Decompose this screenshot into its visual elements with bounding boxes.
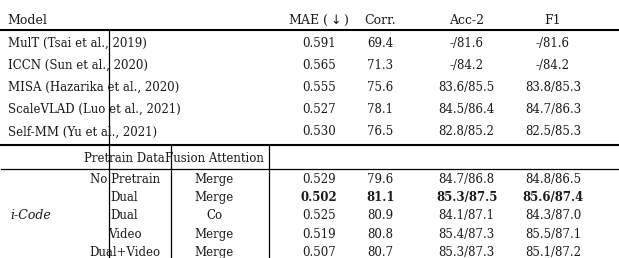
Text: 0.527: 0.527 [302, 103, 335, 116]
Text: 0.530: 0.530 [302, 125, 335, 138]
Text: 78.1: 78.1 [367, 103, 393, 116]
Text: Merge: Merge [194, 173, 233, 186]
Text: 85.3/87.5: 85.3/87.5 [436, 191, 497, 204]
Text: i-Code: i-Code [11, 209, 51, 222]
Text: 85.5/87.1: 85.5/87.1 [525, 228, 581, 240]
Text: -/84.2: -/84.2 [449, 59, 483, 72]
Text: Fusion Attention: Fusion Attention [165, 152, 264, 165]
Text: No Pretrain: No Pretrain [90, 173, 160, 186]
Text: 0.507: 0.507 [302, 246, 335, 258]
Text: ScaleVLAD (Luo et al., 2021): ScaleVLAD (Luo et al., 2021) [7, 103, 180, 116]
Text: 75.6: 75.6 [367, 81, 394, 94]
Text: 80.7: 80.7 [367, 246, 394, 258]
Text: 0.555: 0.555 [302, 81, 335, 94]
Text: Co: Co [206, 209, 222, 222]
Text: 83.6/85.5: 83.6/85.5 [438, 81, 495, 94]
Text: 0.519: 0.519 [302, 228, 335, 240]
Text: 84.1/87.1: 84.1/87.1 [439, 209, 495, 222]
Text: 84.7/86.3: 84.7/86.3 [525, 103, 581, 116]
Text: -/81.6: -/81.6 [449, 37, 483, 50]
Text: Merge: Merge [194, 246, 233, 258]
Text: Pretrain Data: Pretrain Data [84, 152, 165, 165]
Text: MAE ($\downarrow$): MAE ($\downarrow$) [288, 13, 349, 28]
Text: Merge: Merge [194, 228, 233, 240]
Text: 82.5/85.3: 82.5/85.3 [525, 125, 581, 138]
Text: -/84.2: -/84.2 [536, 59, 570, 72]
Text: Corr.: Corr. [365, 14, 396, 27]
Text: 85.1/87.2: 85.1/87.2 [525, 246, 581, 258]
Text: Merge: Merge [194, 191, 233, 204]
Text: 0.565: 0.565 [302, 59, 335, 72]
Text: Dual+Video: Dual+Video [89, 246, 160, 258]
Text: 85.3/87.3: 85.3/87.3 [438, 246, 495, 258]
Text: Acc-2: Acc-2 [449, 14, 484, 27]
Text: 0.502: 0.502 [300, 191, 337, 204]
Text: Model: Model [7, 14, 48, 27]
Text: 80.8: 80.8 [367, 228, 393, 240]
Text: 69.4: 69.4 [367, 37, 394, 50]
Text: 0.529: 0.529 [302, 173, 335, 186]
Text: 79.6: 79.6 [367, 173, 394, 186]
Text: 84.8/86.5: 84.8/86.5 [525, 173, 581, 186]
Text: 71.3: 71.3 [367, 59, 394, 72]
Text: Self-MM (Yu et al., 2021): Self-MM (Yu et al., 2021) [7, 125, 157, 138]
Text: 84.5/86.4: 84.5/86.4 [438, 103, 495, 116]
Text: 82.8/85.2: 82.8/85.2 [439, 125, 495, 138]
Text: 84.7/86.8: 84.7/86.8 [439, 173, 495, 186]
Text: 81.1: 81.1 [366, 191, 395, 204]
Text: -/81.6: -/81.6 [536, 37, 570, 50]
Text: Dual: Dual [111, 191, 139, 204]
Text: 85.6/87.4: 85.6/87.4 [522, 191, 584, 204]
Text: 76.5: 76.5 [367, 125, 394, 138]
Text: 0.591: 0.591 [302, 37, 335, 50]
Text: ICCN (Sun et al., 2020): ICCN (Sun et al., 2020) [7, 59, 147, 72]
Text: Video: Video [108, 228, 142, 240]
Text: Dual: Dual [111, 209, 139, 222]
Text: 84.3/87.0: 84.3/87.0 [525, 209, 581, 222]
Text: MISA (Hazarika et al., 2020): MISA (Hazarika et al., 2020) [7, 81, 179, 94]
Text: 80.9: 80.9 [367, 209, 394, 222]
Text: 83.8/85.3: 83.8/85.3 [525, 81, 581, 94]
Text: 0.525: 0.525 [302, 209, 335, 222]
Text: 85.4/87.3: 85.4/87.3 [438, 228, 495, 240]
Text: F1: F1 [545, 14, 561, 27]
Text: MulT (Tsai et al., 2019): MulT (Tsai et al., 2019) [7, 37, 147, 50]
